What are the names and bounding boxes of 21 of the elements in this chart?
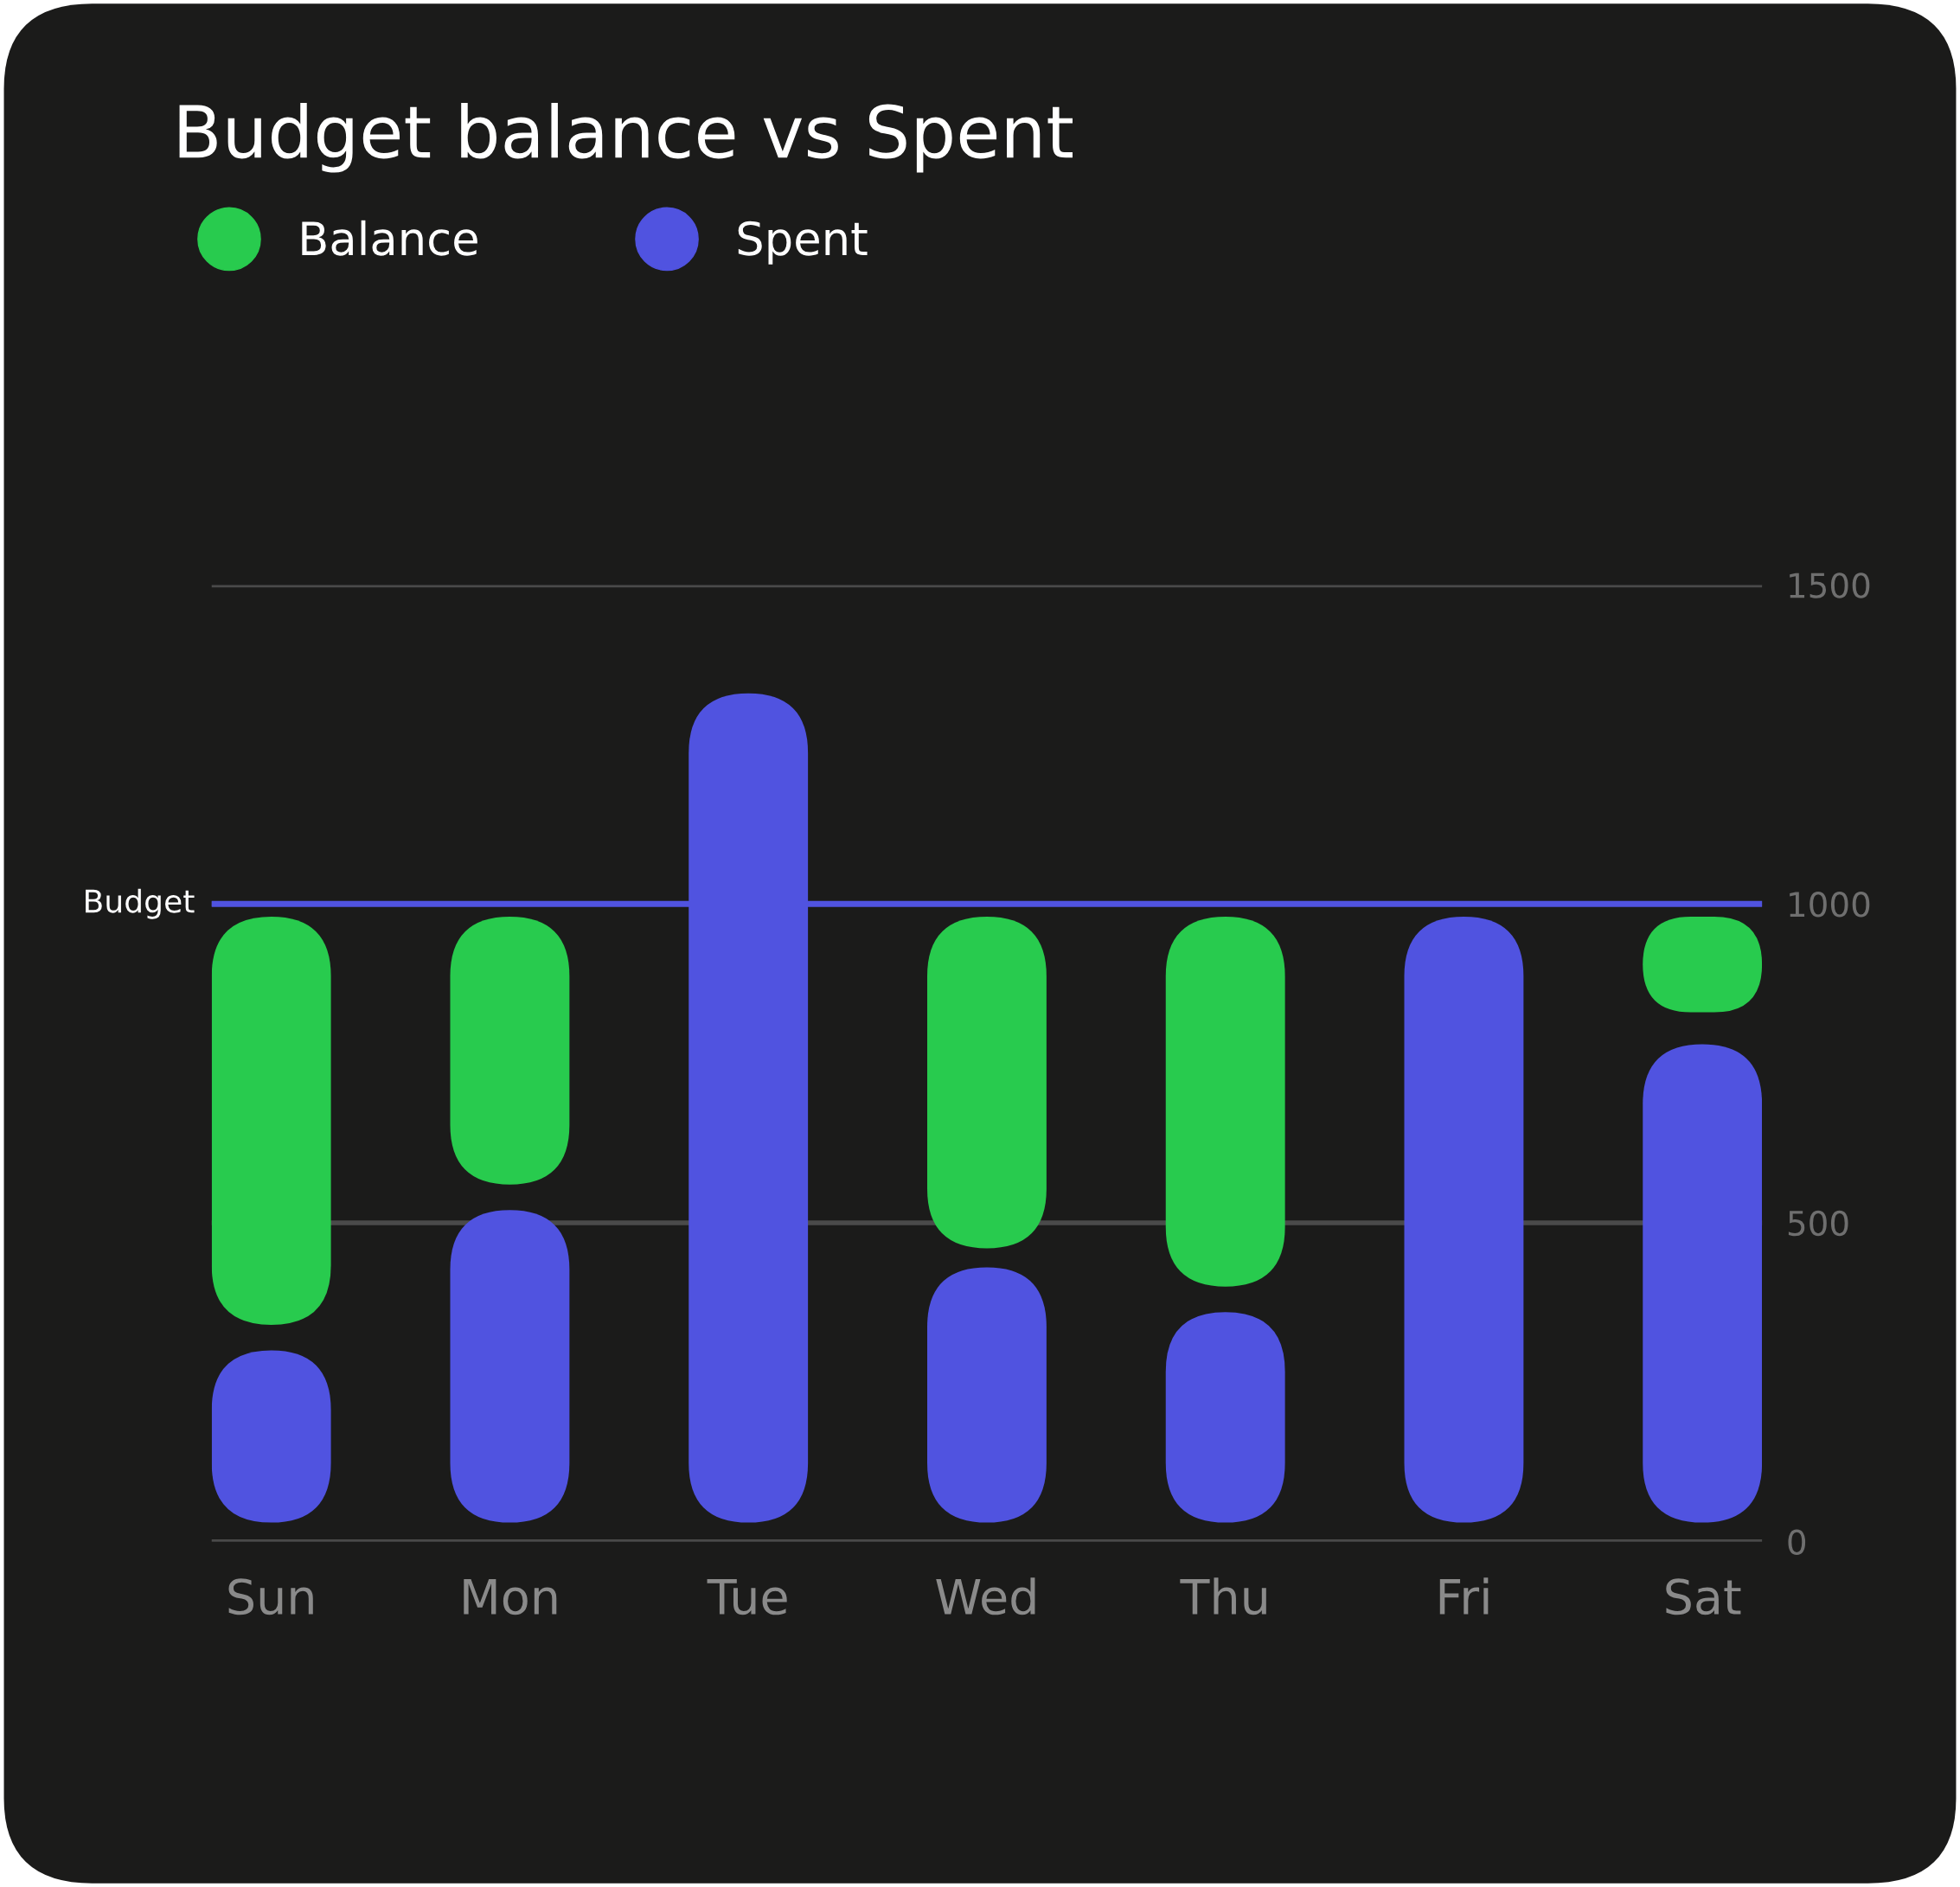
y-tick-label: 1000 xyxy=(1790,892,1870,918)
bar xyxy=(1404,916,1524,1523)
y-tick-label: 1500 xyxy=(1790,572,1870,598)
x-tick-label: Wed xyxy=(936,1577,1035,1615)
bar xyxy=(450,1210,570,1523)
x-tick-label: Sun xyxy=(228,1578,313,1615)
y-tick-label: 500 xyxy=(1788,1210,1848,1237)
x-tick-label: Fri xyxy=(1439,1577,1489,1615)
chart-title: Budget balance vs Spent xyxy=(179,102,1073,173)
x-tick-label: Tue xyxy=(707,1579,787,1615)
bar xyxy=(926,916,1047,1249)
y-tick-label: 0 xyxy=(1788,1529,1806,1556)
x-tick-label: Mon xyxy=(464,1579,557,1615)
ref-line-label: Budget xyxy=(86,888,195,919)
legend-label: Spent xyxy=(738,221,868,265)
bar xyxy=(211,916,331,1325)
bar xyxy=(1165,916,1285,1287)
x-tick-label: Thu xyxy=(1180,1577,1266,1615)
bar xyxy=(1643,1044,1763,1523)
legend-label: Balance xyxy=(302,220,477,256)
x-tick-label: Sat xyxy=(1666,1578,1741,1615)
